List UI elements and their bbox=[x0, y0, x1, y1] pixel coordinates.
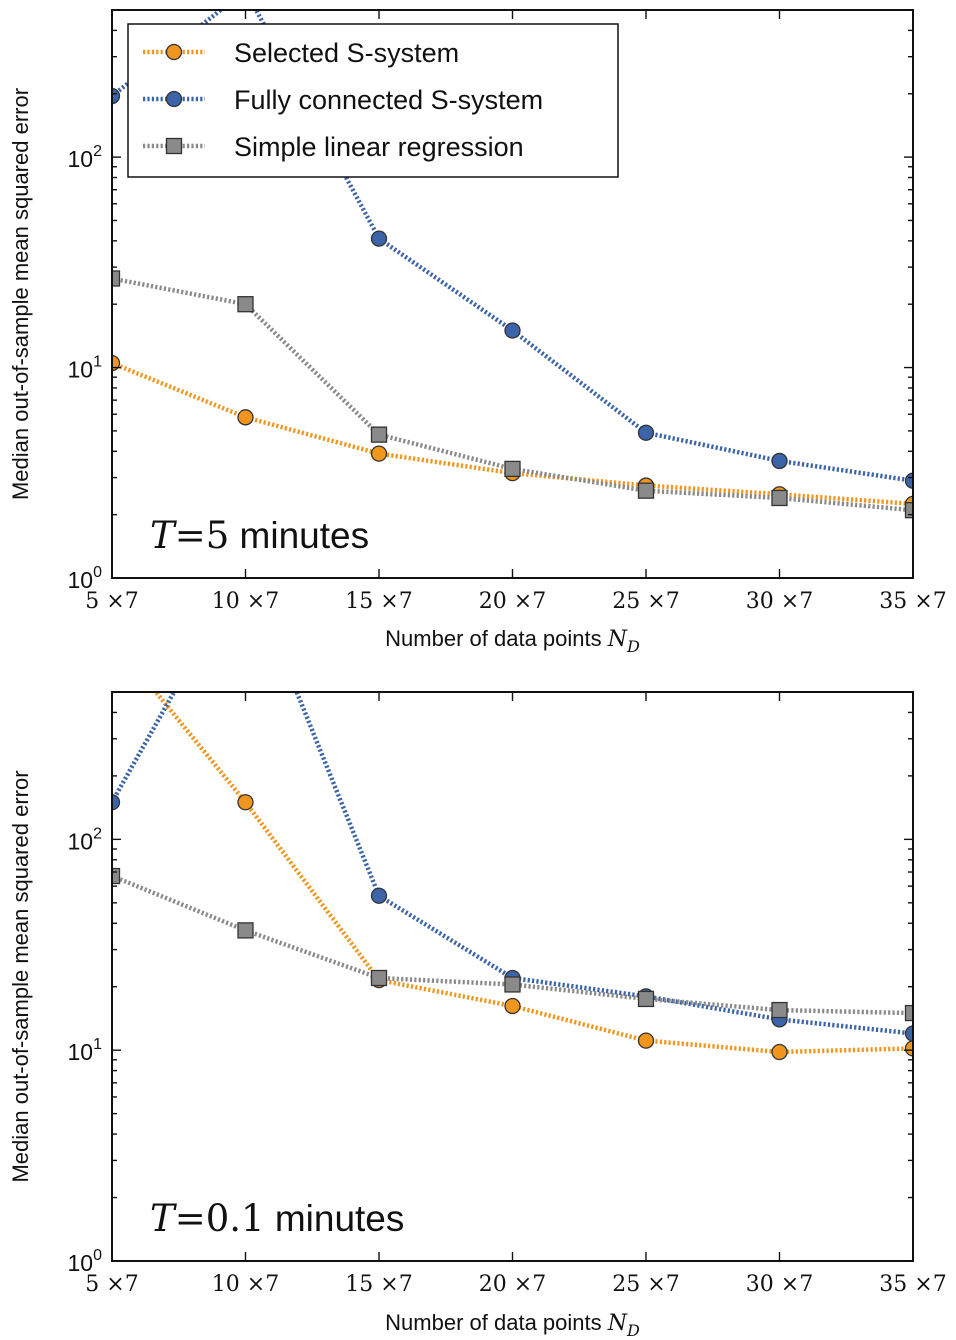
x-tick-label-5: 30 ×7 bbox=[746, 589, 813, 614]
data-point-s0-0 bbox=[105, 631, 120, 646]
data-point-s2-2 bbox=[370, 969, 388, 987]
x-tick-label-1: 10 ×7 bbox=[212, 589, 279, 614]
y-tick-label-2: 102 bbox=[68, 143, 103, 172]
data-point-s1-5 bbox=[771, 452, 788, 470]
legend-marker-1 bbox=[165, 90, 183, 108]
x-tick-label-6: 35 ×7 bbox=[879, 589, 946, 614]
plot-area bbox=[112, 10, 913, 519]
data-point-s0-0 bbox=[112, 354, 121, 372]
data-point-s0-1 bbox=[237, 409, 254, 426]
data-point-s1-0 bbox=[112, 87, 121, 105]
data-point-s1-4 bbox=[637, 424, 655, 441]
legend-marker-2 bbox=[165, 137, 183, 155]
x-tick-label-2: 15 ×7 bbox=[345, 1272, 412, 1297]
data-point-s0-6 bbox=[904, 1040, 913, 1057]
data-point-s2-5 bbox=[771, 1001, 788, 1019]
data-point-s1-2 bbox=[370, 230, 388, 247]
data-point-s2-1 bbox=[237, 922, 254, 939]
data-point-s2-4 bbox=[637, 482, 655, 499]
x-tick-label-3: 20 ×7 bbox=[479, 1272, 546, 1297]
y-tick-label-0: 100 bbox=[68, 1247, 103, 1276]
data-point-s2-3 bbox=[504, 460, 521, 478]
data-point-s2-4 bbox=[637, 990, 655, 1008]
legend-entry-1: Fully connected S-system bbox=[234, 85, 543, 115]
data-point-s0-4 bbox=[637, 1032, 655, 1049]
y-axis-label: Median out-of-sample mean squared error bbox=[8, 770, 33, 1182]
data-point-s2-3 bbox=[504, 976, 521, 993]
x-tick-label-1: 10 ×7 bbox=[212, 1272, 279, 1297]
y-tick-label-1: 101 bbox=[68, 1036, 103, 1065]
y-ticks bbox=[111, 9, 914, 579]
x-tick-label-3: 20 ×7 bbox=[479, 589, 546, 614]
plot-area bbox=[105, 631, 913, 1061]
x-axis-label: Number of data points ND bbox=[385, 626, 640, 656]
y-tick-label-1: 101 bbox=[68, 354, 103, 383]
panel-annotation: T=5 minutes bbox=[150, 514, 369, 557]
y-tick-label-0: 100 bbox=[68, 564, 103, 593]
data-point-s2-6 bbox=[904, 1004, 913, 1022]
series-line-0 bbox=[112, 361, 913, 507]
legend-entry-2: Simple linear regression bbox=[234, 132, 524, 162]
data-point-s2-6 bbox=[904, 502, 913, 519]
x-axis-label: Number of data points ND bbox=[385, 1310, 640, 1340]
legend-marker-0 bbox=[165, 43, 183, 61]
data-point-s1-2 bbox=[370, 887, 388, 904]
x-tick-label-2: 15 ×7 bbox=[345, 589, 412, 614]
x-tick-label-0: 5 ×7 bbox=[85, 589, 138, 614]
data-point-s2-0 bbox=[112, 867, 121, 885]
panel-bottom: 100 101 102 5 ×7 10 ×7 15 ×7 20 ×7 25 ×7 30 ×7 35… bbox=[8, 631, 947, 1340]
data-point-s1-6 bbox=[904, 1025, 913, 1042]
x-tick-label-5: 30 ×7 bbox=[746, 1272, 813, 1297]
data-point-s2-0 bbox=[112, 270, 121, 287]
data-point-s2-1 bbox=[237, 296, 254, 313]
data-point-s1-3 bbox=[504, 322, 521, 339]
legend-entry-0: Selected S-system bbox=[234, 38, 459, 68]
data-point-s2-2 bbox=[370, 426, 388, 443]
x-tick-label-4: 25 ×7 bbox=[612, 1272, 679, 1297]
data-point-s0-1 bbox=[237, 794, 254, 811]
data-point-s0-2 bbox=[370, 445, 388, 462]
data-point-s0-5 bbox=[771, 1043, 788, 1061]
data-point-s2-5 bbox=[771, 489, 788, 507]
x-tick-label-0: 5 ×7 bbox=[85, 1272, 138, 1297]
y-tick-label-2: 102 bbox=[68, 825, 103, 854]
x-tick-label-4: 25 ×7 bbox=[612, 589, 679, 614]
panel-top: 100 101 102 5 ×7 10 ×7 15 ×7 20 ×7 25 ×7 30 ×7 35… bbox=[8, 9, 947, 656]
y-axis-label: Median out-of-sample mean squared error bbox=[8, 88, 33, 500]
panel-annotation: T=0.1 minutes bbox=[150, 1197, 404, 1240]
y-ticks bbox=[111, 691, 914, 1262]
data-point-s0-3 bbox=[504, 997, 521, 1015]
legend: Selected S-system Fully connected S-syste… bbox=[127, 23, 619, 178]
x-tick-label-6: 35 ×7 bbox=[879, 1272, 946, 1297]
data-point-s1-0 bbox=[112, 794, 121, 811]
